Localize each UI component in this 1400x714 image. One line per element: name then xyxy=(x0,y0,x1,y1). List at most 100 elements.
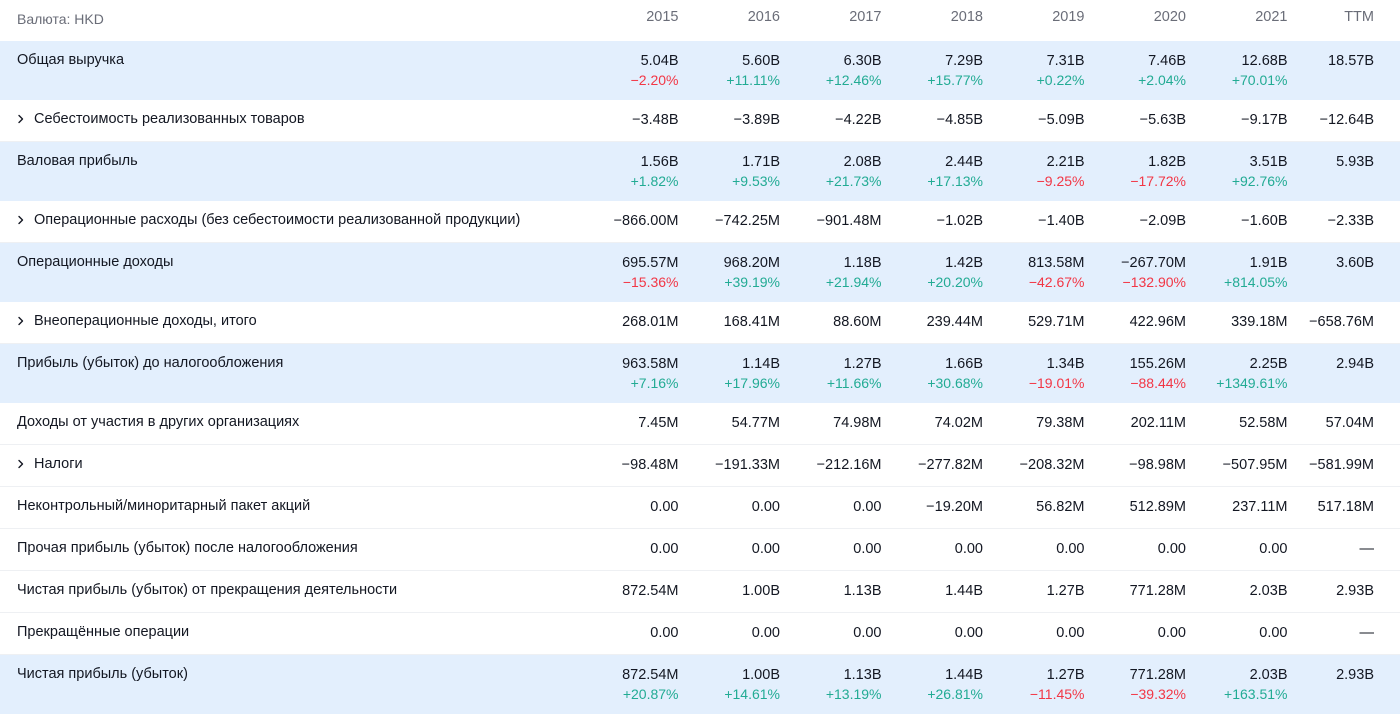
value-cell-2015: 695.57M −15.36% xyxy=(577,243,679,291)
value: 0.00 xyxy=(1259,541,1288,557)
column-header-2016: 2016 xyxy=(747,9,780,25)
change-percent: +14.61% xyxy=(724,686,780,702)
table-row[interactable]: Внеоперационные доходы, итого 268.01M 168.… xyxy=(0,302,1400,344)
value-cell-2017: 0.00 xyxy=(780,613,881,642)
value: 517.18M xyxy=(1317,499,1374,515)
row-values: 268.01M 168.41M 88.60M 239.44M 529.71M 422.96… xyxy=(577,302,1388,331)
value-cell-2015: 0.00 xyxy=(577,529,678,558)
value: 2.25B xyxy=(1249,356,1288,372)
value-cell-2019: 56.82M xyxy=(983,487,1084,516)
value: 1.00B xyxy=(742,583,780,599)
value: −3.48B xyxy=(632,112,679,128)
value-cell-2016: 1.00B xyxy=(679,571,780,600)
value-cell-2021: −9.17B xyxy=(1186,100,1287,129)
row-label-cell: Операционные доходы xyxy=(0,243,577,270)
change-percent: +20.87% xyxy=(622,686,679,702)
change-percent: −132.90% xyxy=(1122,274,1186,290)
value: −3.89B xyxy=(733,112,780,128)
table-row[interactable]: Налоги −98.48M −191.33M −212.16M −277.82M −20… xyxy=(0,445,1400,487)
value-cell-2017: 0.00 xyxy=(780,529,882,558)
chevron-right-icon[interactable] xyxy=(17,114,34,124)
value: 3.51B xyxy=(1249,154,1288,170)
value-cell-2021: 1.91B +814.05% xyxy=(1186,243,1287,291)
value-cell-2019: 1.27B −11.45% xyxy=(983,655,1085,703)
value: 1.34B xyxy=(1046,356,1085,372)
value: 0.00 xyxy=(1259,625,1288,641)
value-cell-2016: −191.33M xyxy=(679,445,780,474)
value: 1.13B xyxy=(843,583,882,599)
table-row: Неконтрольный/миноритарный пакет акций 0.… xyxy=(0,487,1400,529)
value-cell-2019: 79.38M xyxy=(983,403,1084,432)
value: 74.98M xyxy=(833,415,882,431)
value-cell-2020: 155.26M −88.44% xyxy=(1085,344,1186,392)
value: −12.64B xyxy=(1319,112,1374,128)
chevron-right-icon[interactable] xyxy=(17,215,34,225)
value: −2.09B xyxy=(1139,213,1186,229)
row-values: 695.57M −15.36% 968.20M +39.19% 1.18B +21.94%… xyxy=(577,243,1388,291)
column-header-2020: 2020 xyxy=(1153,9,1186,25)
change-percent: +15.77% xyxy=(927,72,983,88)
row-values: −98.48M −191.33M −212.16M −277.82M −208.32M −… xyxy=(577,445,1388,474)
row-label: Чистая прибыль (убыток) xyxy=(17,666,188,682)
value: −742.25M xyxy=(715,213,780,229)
year-columns: 2015 2016 2017 2018 2019 2020 2021 TTM xyxy=(577,0,1388,25)
value-cell-2018: −1.02B xyxy=(882,201,983,230)
change-percent: +1.82% xyxy=(630,173,679,189)
row-label-cell[interactable]: Себестоимость реализованных товаров xyxy=(0,100,577,127)
value: −2.33B xyxy=(1327,213,1374,229)
row-label-cell: Доходы от участия в других организациях xyxy=(0,403,577,430)
value-cell-2020: 7.46B +2.04% xyxy=(1085,41,1186,89)
value-cell-2021: 52.58M xyxy=(1186,403,1287,432)
value: −98.98M xyxy=(1129,457,1186,473)
value-cell-2016: −742.25M xyxy=(679,201,780,230)
row-label-cell: Прибыль (убыток) до налогообложения xyxy=(0,344,577,371)
value-cell-2021: 0.00 xyxy=(1186,613,1288,642)
row-label-cell[interactable]: Операционные расходы (без себестоимости … xyxy=(0,201,577,228)
value-cell-2021: 0.00 xyxy=(1186,529,1288,558)
value: 57.04M xyxy=(1325,415,1374,431)
value: −4.22B xyxy=(835,112,882,128)
value: 0.00 xyxy=(853,541,882,557)
value-cell-2018: 0.00 xyxy=(882,613,983,642)
value: 0.00 xyxy=(1056,541,1085,557)
value-cell-ttm: 2.94B xyxy=(1288,344,1389,392)
value: 2.93B xyxy=(1336,667,1374,683)
value-cell-2017: 88.60M xyxy=(780,302,881,331)
change-percent: +21.73% xyxy=(825,173,882,189)
chevron-right-icon[interactable] xyxy=(17,459,34,469)
value-cell-2016: 1.14B +17.96% xyxy=(679,344,780,392)
value: 695.57M xyxy=(622,255,679,271)
row-values: 872.54M 1.00B 1.13B 1.44B 1.27B 771.28M 2.03B 2… xyxy=(577,571,1388,600)
value: −866.00M xyxy=(613,213,679,229)
row-label-cell[interactable]: Налоги xyxy=(0,445,577,472)
table-row[interactable]: Операционные расходы (без себестоимости … xyxy=(0,201,1400,243)
table-row[interactable]: Себестоимость реализованных товаров −3.48… xyxy=(0,100,1400,142)
value: −19.20M xyxy=(926,499,983,515)
value-cell-2016: 0.00 xyxy=(679,487,780,516)
table-row: Прекращённые операции 0.00 0.00 0.00 0.00 0.0… xyxy=(0,613,1400,655)
row-label-cell[interactable]: Внеоперационные доходы, итого xyxy=(0,302,577,329)
value-cell-2019: 1.27B xyxy=(983,571,1085,600)
value-cell-2015: 268.01M xyxy=(577,302,678,331)
change-percent: −42.67% xyxy=(1028,274,1085,290)
value-cell-2015: 0.00 xyxy=(577,613,678,642)
value-cell-2019: −208.32M xyxy=(983,445,1085,474)
value-cell-ttm: — xyxy=(1288,529,1389,558)
value: −507.95M xyxy=(1222,457,1288,473)
change-percent: +1349.61% xyxy=(1216,375,1288,391)
value-cell-2017: 1.13B +13.19% xyxy=(780,655,882,703)
value: 5.93B xyxy=(1336,154,1374,170)
value: — xyxy=(1359,625,1375,641)
value: 5.04B xyxy=(640,53,679,69)
value: 0.00 xyxy=(1157,541,1186,557)
value: 872.54M xyxy=(622,667,679,683)
value: 771.28M xyxy=(1129,583,1186,599)
row-values: 1.56B +1.82% 1.71B +9.53% 2.08B +21.73% 2.44B +… xyxy=(577,142,1388,190)
value-cell-ttm: 517.18M xyxy=(1288,487,1389,516)
table-row: Общая выручка 5.04B −2.20% 5.60B +11.11% 6.30… xyxy=(0,41,1400,100)
value: 339.18M xyxy=(1231,314,1288,330)
value: 168.41M xyxy=(723,314,780,330)
chevron-right-icon[interactable] xyxy=(17,316,34,326)
value-cell-2018: −19.20M xyxy=(882,487,983,516)
